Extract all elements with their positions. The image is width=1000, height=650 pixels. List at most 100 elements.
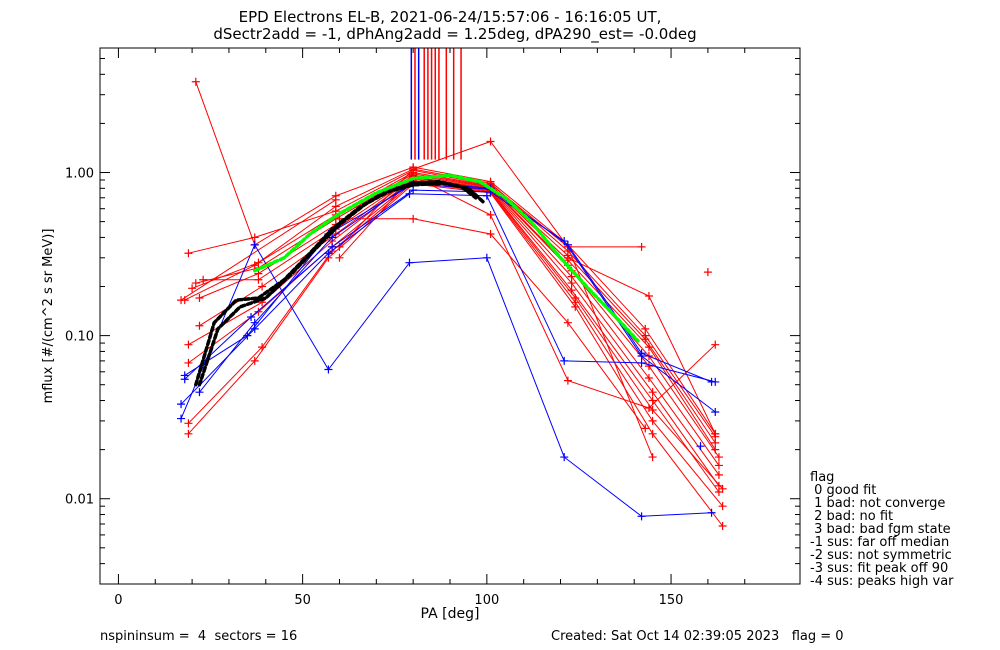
data-point — [328, 233, 337, 242]
data-point — [247, 313, 256, 322]
data-point — [563, 376, 572, 385]
data-point — [648, 453, 657, 462]
legend-title: flag — [810, 470, 834, 485]
data-point — [250, 356, 259, 365]
series-line — [184, 183, 712, 383]
x-ticks: 0 50 100 150 — [114, 48, 746, 608]
data-point — [641, 424, 650, 433]
legend-item: -2 sus: not symmetric — [810, 548, 952, 563]
series-21 — [180, 180, 716, 386]
data-point — [328, 242, 337, 251]
x-axis-label: PA [deg] — [421, 606, 480, 622]
data-point — [637, 242, 646, 251]
data-point — [648, 388, 657, 397]
series-line — [180, 193, 716, 405]
x-tick-label: 50 — [294, 593, 311, 608]
chart-title: EPD Electrons EL-B, 2021-06-24/15:57:06 … — [239, 8, 662, 26]
data-point — [409, 214, 418, 223]
plot-lines — [177, 77, 727, 531]
data-point — [637, 358, 646, 367]
data-point — [405, 258, 414, 267]
outlier-point — [703, 268, 712, 277]
legend-item: -4 sus: peaks high var — [810, 574, 954, 589]
plot-frame — [99, 47, 801, 585]
data-point — [195, 388, 204, 397]
series-line — [180, 199, 337, 301]
data-point — [184, 249, 193, 258]
legend-item: -1 sus: far off median — [810, 535, 949, 550]
data-point — [250, 318, 259, 327]
data-point — [482, 253, 491, 262]
data-point — [571, 302, 580, 311]
data-point — [644, 291, 653, 300]
series-4 — [191, 169, 723, 462]
series-7 — [195, 173, 723, 490]
data-point — [644, 373, 653, 382]
data-point — [409, 165, 418, 174]
series-24 — [197, 179, 478, 387]
data-point — [711, 429, 720, 438]
series-line — [184, 189, 716, 413]
data-point — [482, 191, 491, 200]
data-point — [177, 414, 186, 423]
legend-item: 1 bad: not converge — [810, 496, 945, 511]
series-3 — [188, 168, 720, 454]
series-line — [195, 173, 720, 458]
data-point — [191, 279, 200, 288]
data-point — [711, 438, 720, 447]
footer-right: Created: Sat Oct 14 02:39:05 2023 flag =… — [551, 629, 844, 644]
data-point — [563, 318, 572, 327]
data-point — [648, 405, 657, 414]
data-point — [199, 275, 208, 284]
series-17 — [177, 195, 340, 305]
data-point — [567, 279, 576, 288]
series-line — [188, 183, 723, 527]
flag-lines — [410, 48, 462, 160]
data-point — [250, 233, 259, 242]
data-point — [711, 340, 720, 349]
data-point — [254, 307, 263, 316]
data-point — [707, 377, 716, 386]
series-line — [199, 174, 720, 466]
data-point — [177, 296, 186, 305]
series-25 — [252, 173, 640, 343]
data-point — [714, 453, 723, 462]
series-16 — [563, 253, 720, 438]
series-14 — [335, 172, 720, 412]
legend-item: 3 bad: bad fgm state — [810, 522, 951, 537]
legend-item: 2 bad: no fit — [810, 509, 893, 524]
data-point — [641, 324, 650, 333]
data-point — [718, 502, 727, 511]
data-point — [331, 195, 340, 204]
series-line — [339, 175, 716, 409]
data-point — [637, 512, 646, 521]
series-5 — [195, 171, 723, 470]
y-tick-label: 0.10 — [65, 330, 94, 345]
data-point — [560, 453, 569, 462]
data-point — [335, 253, 344, 262]
series-13 — [335, 137, 657, 462]
data-point — [195, 321, 204, 330]
data-point — [188, 284, 197, 293]
data-point — [714, 461, 723, 470]
data-point — [648, 396, 657, 405]
data-point — [324, 365, 333, 374]
axes — [99, 47, 801, 585]
series-12 — [335, 214, 650, 433]
series-10 — [184, 178, 727, 511]
data-point — [718, 522, 727, 531]
series-line — [203, 176, 720, 476]
data-point — [648, 429, 657, 438]
series-line — [188, 169, 716, 444]
data-point — [180, 371, 189, 380]
series-11 — [184, 180, 727, 531]
data-point — [563, 253, 572, 262]
data-point — [707, 508, 716, 517]
footer-left: nspininsum = 4 sectors = 16 — [100, 629, 297, 644]
x-tick-label: 150 — [659, 593, 684, 608]
data-point — [405, 189, 414, 198]
data-point — [648, 416, 657, 425]
series-line — [197, 179, 478, 387]
data-point — [250, 240, 259, 249]
